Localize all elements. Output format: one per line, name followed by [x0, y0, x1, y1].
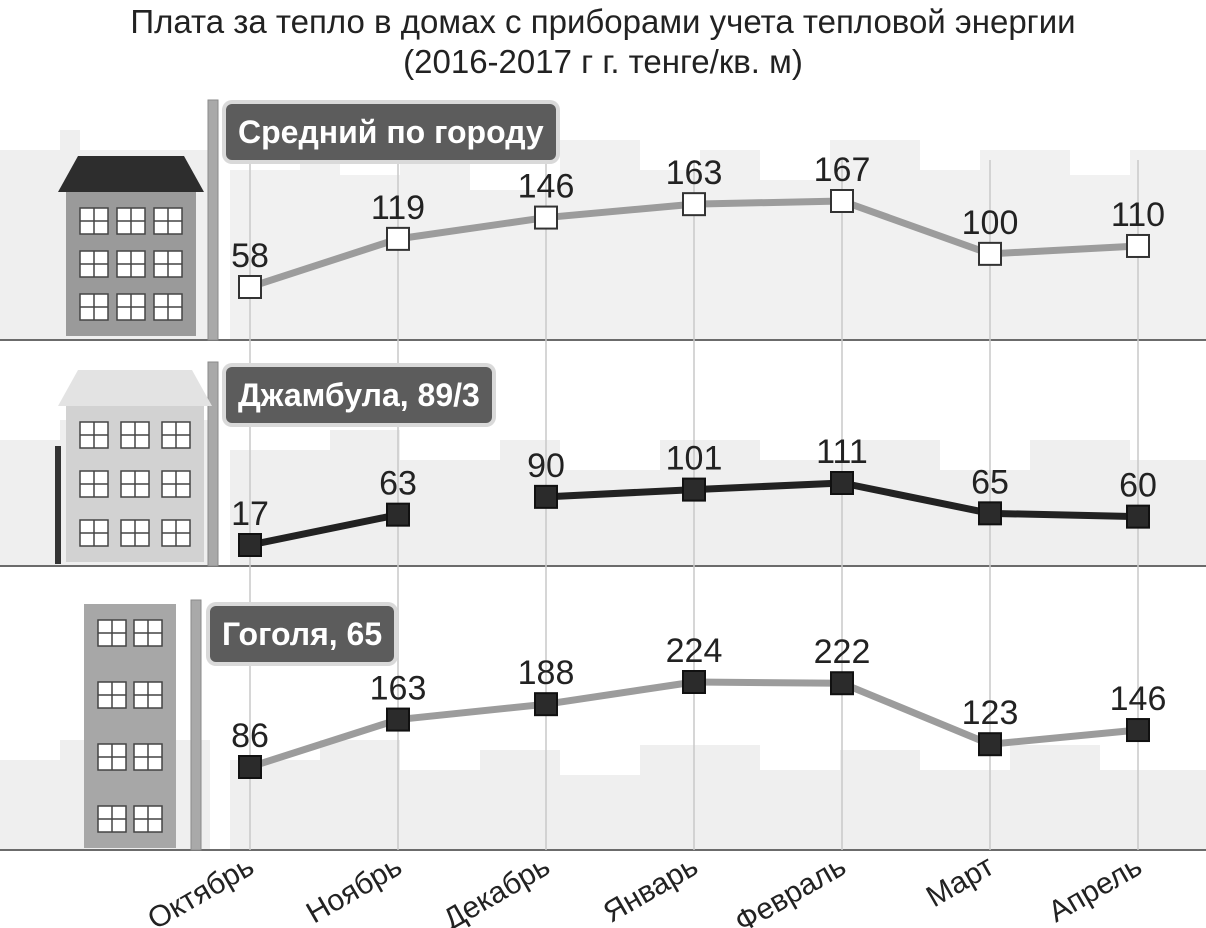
- chart-title: Плата за тепло в домах с приборами учета…: [0, 0, 1206, 82]
- series-average: 58 119 146 163 167 100 110: [231, 151, 1165, 299]
- data-label: 163: [666, 154, 723, 192]
- data-label: 101: [666, 440, 723, 478]
- data-point: [386, 502, 410, 527]
- x-tick-label: Январь: [598, 849, 704, 928]
- building-illustrations: [55, 156, 212, 848]
- x-tick-label: Март: [921, 849, 1000, 914]
- series-line-dzhambula: [249, 511, 399, 549]
- series-gogolya: 86 163 188 224 222 123 146: [231, 632, 1167, 779]
- sign-pole: [207, 99, 219, 341]
- sign-pole: [207, 361, 219, 567]
- data-label: 123: [962, 694, 1019, 732]
- x-tick-label: Декабрь: [438, 849, 556, 928]
- data-point: [682, 670, 706, 694]
- data-label: 110: [1111, 196, 1165, 234]
- badge-gogolya: Гоголя, 65: [210, 606, 395, 662]
- data-point: [1126, 233, 1150, 258]
- data-label: 146: [1110, 680, 1167, 718]
- data-label: 119: [371, 189, 425, 227]
- data-point: [830, 189, 854, 213]
- data-label: 65: [971, 463, 1009, 501]
- badge-dzhambula: Джамбула, 89/3: [226, 367, 492, 423]
- data-label: 86: [231, 717, 269, 755]
- x-tick-label: Октябрь: [142, 849, 259, 928]
- x-tick-label: Февраль: [729, 849, 851, 928]
- data-label: 100: [962, 204, 1019, 242]
- data-point: [534, 205, 558, 230]
- data-label: 17: [231, 495, 269, 533]
- data-point: [830, 671, 854, 696]
- data-label: 167: [814, 151, 871, 189]
- data-label: 90: [527, 447, 565, 485]
- data-label: 224: [666, 632, 723, 670]
- data-label: 58: [231, 237, 269, 275]
- data-point: [386, 707, 410, 732]
- data-point: [830, 471, 854, 495]
- data-label: 111: [816, 433, 868, 471]
- data-point: [1126, 504, 1150, 529]
- data-point: [978, 732, 1002, 757]
- data-point: [978, 241, 1002, 266]
- panel-frame: [0, 99, 1206, 851]
- data-point: [978, 501, 1002, 526]
- data-point: [534, 484, 558, 509]
- building-roof: [58, 156, 204, 192]
- data-point: [1126, 718, 1150, 743]
- chart-title-line1: Плата за тепло в домах с приборами учета…: [130, 3, 1076, 40]
- data-point: [534, 692, 558, 717]
- badge-average: Средний по городу: [226, 104, 556, 160]
- data-label: 63: [379, 465, 417, 503]
- x-tick-label: Апрель: [1043, 849, 1148, 928]
- data-point: [386, 226, 410, 251]
- data-label: 163: [370, 670, 427, 708]
- building-roof: [58, 370, 212, 406]
- data-point: [682, 477, 706, 502]
- data-label: 60: [1119, 467, 1157, 505]
- data-point: [238, 533, 262, 557]
- data-point: [238, 755, 262, 779]
- data-label: 222: [814, 633, 871, 671]
- street-lamp: [55, 446, 61, 564]
- x-tick-label: Ноябрь: [301, 849, 408, 928]
- data-label: 146: [518, 168, 575, 206]
- series-dzhambula: 17 63 90 101 111 65 60: [231, 433, 1157, 557]
- data-point: [682, 192, 706, 217]
- chart-title-line2: (2016-2017 г г. тенге/кв. м): [403, 43, 803, 80]
- sign-pole: [190, 599, 202, 851]
- data-point: [238, 275, 262, 299]
- data-label: 188: [518, 654, 575, 692]
